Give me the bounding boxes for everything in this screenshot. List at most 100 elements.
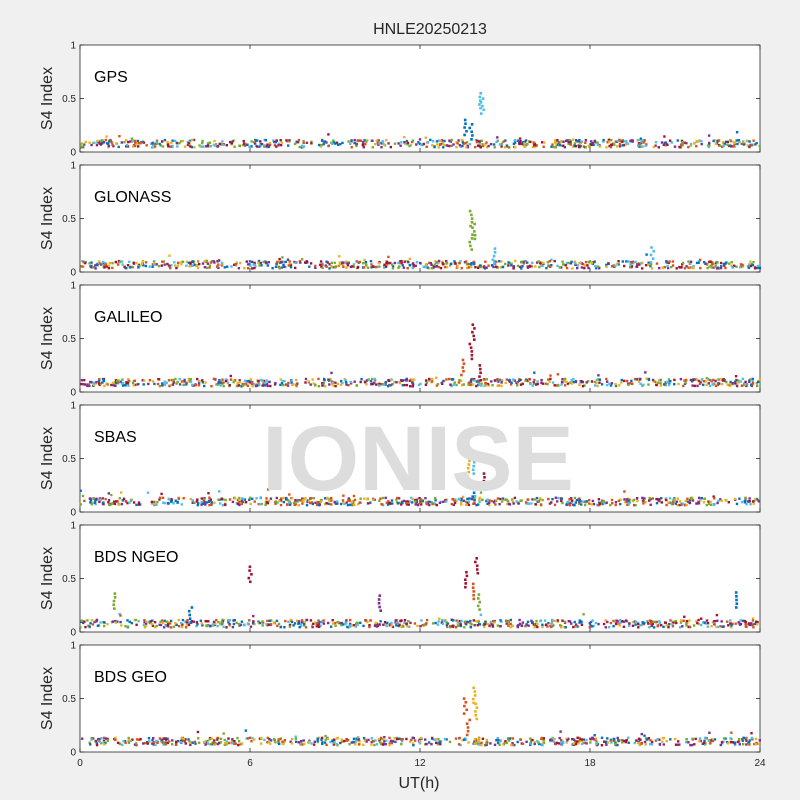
scatter-point — [321, 266, 324, 270]
scatter-point — [346, 625, 349, 629]
scatter-point — [94, 502, 97, 506]
scatter-point — [687, 266, 690, 269]
scatter-point — [402, 499, 406, 503]
scatter-point — [594, 739, 598, 742]
y-tick-label: 0 — [70, 148, 76, 159]
scatter-point — [422, 142, 425, 146]
scatter-point — [443, 139, 446, 143]
data-point — [471, 323, 475, 326]
scatter-point — [127, 140, 130, 144]
scatter-point — [679, 146, 682, 149]
scatter-point — [79, 503, 83, 506]
scatter-point — [246, 267, 250, 270]
scatter-point — [184, 626, 188, 629]
scatter-point — [576, 736, 579, 739]
scatter-point — [685, 265, 688, 268]
scatter-point — [105, 265, 109, 268]
scatter-point — [708, 144, 711, 147]
scatter-point — [357, 503, 360, 506]
scatter-point — [504, 146, 507, 149]
scatter-point — [335, 742, 338, 746]
scatter-point — [496, 266, 499, 269]
scatter-point — [119, 620, 122, 624]
scatter-point — [645, 738, 649, 741]
scatter-point — [565, 741, 568, 744]
scatter-point — [390, 499, 394, 502]
scatter-point — [548, 260, 551, 263]
scatter-point — [700, 617, 703, 620]
scatter-point — [295, 378, 298, 382]
scatter-point — [567, 500, 570, 504]
scatter-point — [673, 145, 677, 148]
scatter-point — [714, 265, 717, 268]
scatter-point — [341, 261, 345, 264]
scatter-point — [492, 143, 496, 146]
scatter-point — [441, 622, 445, 626]
scatter-point — [598, 144, 601, 147]
scatter-point — [347, 497, 350, 500]
scatter-point — [659, 378, 662, 382]
scatter-point — [208, 503, 211, 507]
scatter-point — [246, 143, 249, 146]
scatter-point — [469, 383, 472, 387]
scatter-point — [213, 261, 216, 264]
scatter-point — [648, 496, 651, 500]
scatter-point — [130, 137, 134, 140]
scatter-point — [333, 261, 336, 264]
scatter-point — [668, 139, 672, 142]
scatter-point — [305, 141, 309, 144]
scatter-point — [478, 498, 481, 501]
scatter-point — [213, 139, 216, 143]
scatter-point — [553, 737, 556, 741]
data-point — [248, 569, 251, 572]
scatter-point — [683, 379, 686, 382]
scatter-point — [456, 142, 459, 145]
scatter-point — [596, 384, 599, 388]
scatter-point — [226, 265, 229, 268]
scatter-point — [436, 143, 439, 146]
scatter-point — [150, 500, 154, 504]
scatter-point — [264, 503, 267, 507]
scatter-point — [494, 260, 498, 263]
scatter-point — [316, 737, 319, 740]
scatter-point — [695, 261, 699, 265]
scatter-point — [333, 266, 337, 269]
scatter-point — [367, 738, 370, 742]
scatter-point — [631, 382, 634, 386]
scatter-point — [679, 144, 683, 147]
panel-label: BDS NGEO — [94, 549, 178, 566]
scatter-point — [223, 266, 226, 269]
scatter-point — [540, 378, 543, 382]
scatter-point — [424, 497, 427, 500]
scatter-point — [252, 614, 255, 618]
scatter-point — [437, 620, 440, 623]
scatter-point — [155, 139, 159, 142]
data-point — [468, 209, 472, 213]
scatter-point — [210, 501, 213, 504]
scatter-point — [523, 140, 527, 143]
scatter-point — [205, 145, 208, 148]
scatter-point — [508, 739, 511, 742]
scatter-point — [167, 497, 170, 500]
scatter-point — [247, 263, 250, 266]
scatter-point — [512, 142, 516, 145]
scatter-point — [381, 496, 385, 500]
scatter-point — [301, 502, 304, 505]
scatter-point — [438, 617, 441, 620]
scatter-point — [281, 742, 285, 746]
scatter-point — [151, 142, 154, 145]
scatter-point — [732, 143, 736, 147]
scatter-texture — [80, 371, 761, 388]
scatter-point — [347, 384, 350, 387]
scatter-point — [285, 383, 288, 386]
scatter-point — [427, 267, 431, 270]
data-point — [472, 461, 476, 464]
scatter-point — [338, 263, 341, 266]
data-point — [735, 595, 738, 598]
scatter-point — [99, 498, 102, 502]
scatter-point — [222, 143, 225, 147]
scatter-point — [621, 741, 624, 744]
scatter-point — [251, 380, 254, 384]
scatter-point — [289, 740, 292, 743]
scatter-point — [323, 377, 326, 381]
